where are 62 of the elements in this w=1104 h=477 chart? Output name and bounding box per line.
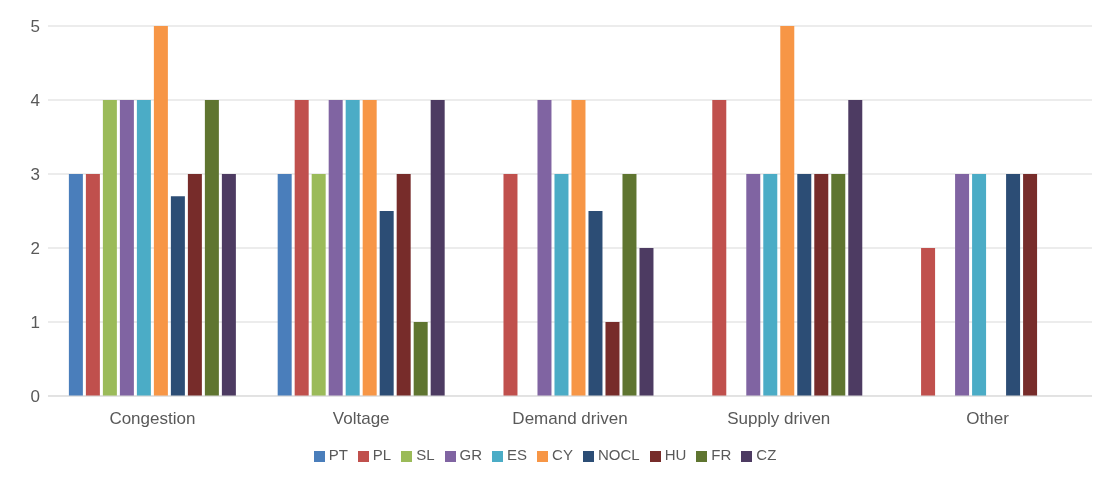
bar — [797, 174, 812, 396]
bar — [85, 174, 100, 396]
bar — [746, 174, 761, 396]
bar — [1023, 174, 1038, 396]
bar — [712, 100, 727, 396]
bar — [294, 100, 309, 396]
bar — [763, 174, 778, 396]
bar — [605, 322, 620, 396]
bar — [136, 100, 151, 396]
bar — [68, 174, 83, 396]
bar — [780, 26, 795, 396]
bar — [102, 100, 117, 396]
bar — [955, 174, 970, 396]
legend-label: PL — [372, 446, 392, 463]
legend-label: SL — [416, 446, 435, 463]
bar — [396, 174, 411, 396]
legend-label: GR — [459, 446, 483, 463]
bar — [345, 100, 360, 396]
bar — [379, 211, 394, 396]
legend-label: HU — [664, 446, 687, 463]
legend-label: CY — [552, 446, 573, 463]
y-tick-label: 0 — [30, 387, 40, 407]
y-tick-label: 2 — [30, 239, 40, 259]
bar — [537, 100, 552, 396]
bar — [187, 174, 202, 396]
legend-label: NOCL — [597, 446, 640, 463]
x-tick-label: Voltage — [332, 409, 390, 429]
y-tick-label: 4 — [30, 91, 40, 111]
bar — [1006, 174, 1021, 396]
legend-label: CZ — [756, 446, 777, 463]
bar — [554, 174, 569, 396]
bar — [413, 322, 428, 396]
bar — [277, 174, 292, 396]
bar — [972, 174, 987, 396]
bar — [311, 174, 326, 396]
bar — [430, 100, 445, 396]
legend-label: FR — [711, 446, 732, 463]
y-tick-label: 3 — [30, 165, 40, 185]
x-tick-label: Demand driven — [512, 409, 628, 429]
bar — [848, 100, 863, 396]
bar — [503, 174, 518, 396]
bar — [328, 100, 343, 396]
legend-label: PT — [328, 446, 348, 463]
bar — [831, 174, 846, 396]
bar — [639, 248, 654, 396]
bar — [571, 100, 586, 396]
x-tick-label: Congestion — [109, 409, 196, 429]
bar — [153, 26, 168, 396]
bar — [622, 174, 637, 396]
bar — [921, 248, 936, 396]
bar — [814, 174, 829, 396]
legend-label: ES — [507, 446, 528, 463]
bar — [204, 100, 219, 396]
bar — [221, 174, 236, 396]
y-tick-label: 5 — [30, 17, 40, 37]
bar — [362, 100, 377, 396]
bar — [119, 100, 134, 396]
x-tick-label: Supply driven — [727, 409, 831, 429]
x-tick-label: Other — [966, 409, 1010, 429]
y-tick-label: 1 — [30, 313, 40, 333]
bar — [170, 196, 185, 396]
bar — [588, 211, 603, 396]
